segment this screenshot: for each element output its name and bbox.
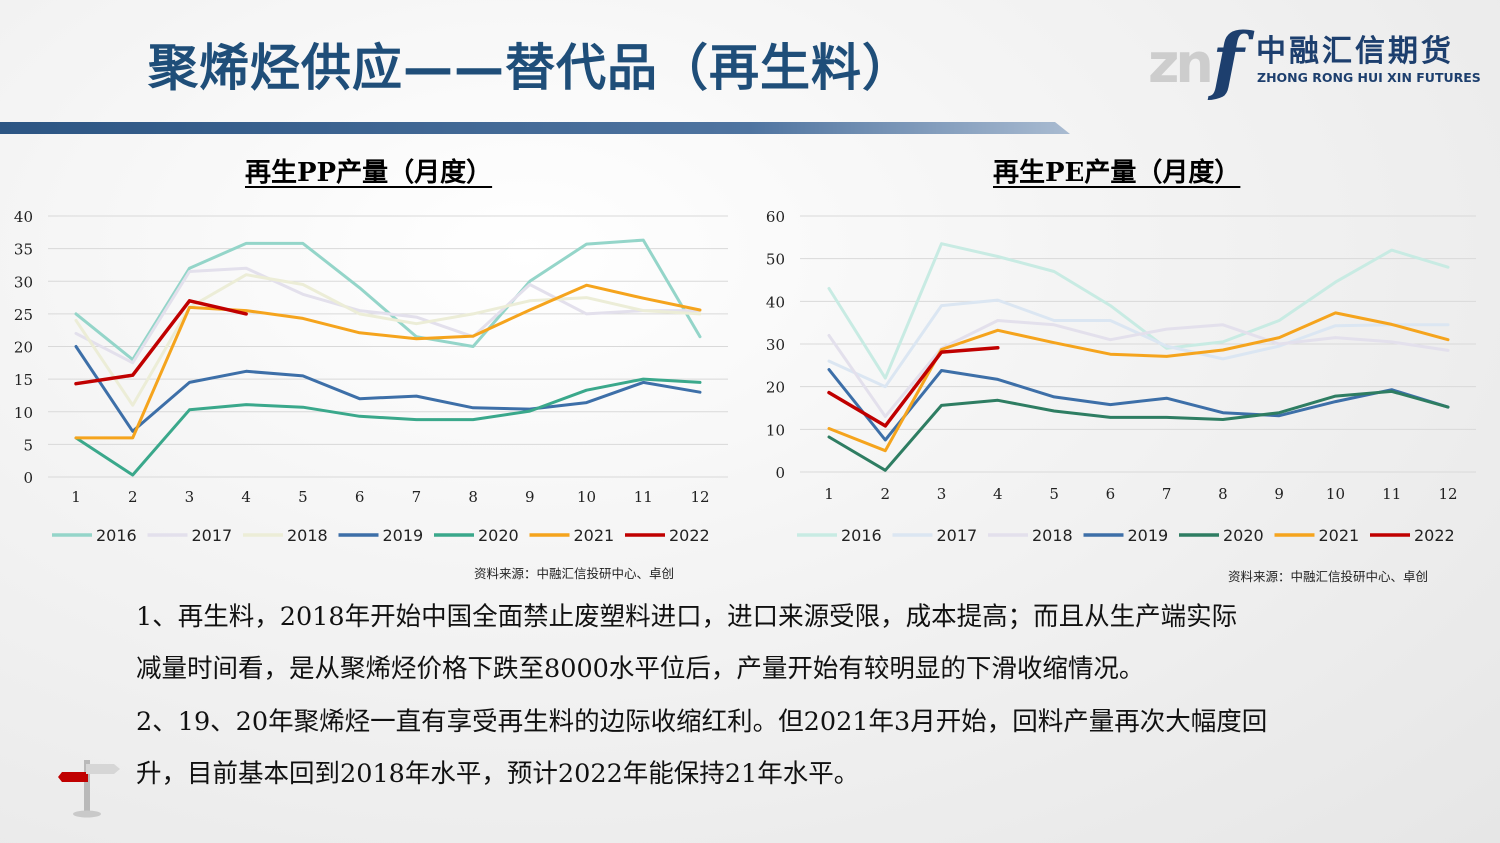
pp-legend-label-2022: 2022: [669, 526, 710, 545]
note-line-2: 减量时间看，是从聚烯烃价格下跌至8000水平位后，产量开始有较明显的下滑收缩情况…: [136, 654, 1145, 684]
pe-x-tick-label: 8: [1218, 485, 1228, 503]
title-divider: [0, 122, 1070, 134]
note-line-3: 2、19、20年聚烯烃一直有享受再生料的边际收缩红利。但2021年3月开始，回料…: [136, 707, 1268, 737]
pe-legend-label-2018: 2018: [1032, 526, 1073, 545]
pp-y-tick-label: 5: [23, 436, 33, 454]
pp-y-tick-label: 30: [14, 273, 33, 291]
pe-x-tick-label: 12: [1438, 485, 1457, 503]
pp-x-tick-label: 6: [355, 488, 365, 506]
pp-legend-label-2018: 2018: [287, 526, 328, 545]
pp-x-tick-label: 9: [525, 488, 535, 506]
pe-y-tick-label: 30: [766, 336, 785, 354]
pe-x-tick-label: 5: [1049, 485, 1059, 503]
pp-x-tick-label: 4: [241, 488, 251, 506]
pe-legend-label-2019: 2019: [1128, 526, 1169, 545]
pe-y-tick-label: 0: [775, 464, 785, 482]
pe-x-tick-label: 10: [1326, 485, 1345, 503]
logo-name-en: ZHONG RONG HUI XIN FUTURES: [1257, 70, 1481, 85]
pp-chart-title: 再生PP产量（月度）: [245, 158, 493, 188]
pe-y-tick-label: 60: [766, 208, 785, 226]
note-line-4: 升，目前基本回到2018年水平，预计2022年能保持21年水平。: [136, 759, 860, 789]
note-line-1: 1、再生料，2018年开始中国全面禁止废塑料进口，进口来源受限，成本提高；而且从…: [136, 602, 1238, 632]
pe-x-tick-label: 9: [1274, 485, 1284, 503]
pe-series-2022: [827, 346, 1000, 428]
pe-x-tick-label: 11: [1382, 485, 1401, 503]
pp-series-2019: [74, 345, 702, 433]
pe-y-tick-label: 10: [766, 421, 785, 439]
pe-source-note: 资料来源：中融汇信投研中心、卓创: [1228, 569, 1429, 584]
pp-y-tick-label: 15: [14, 371, 33, 389]
pp-legend-label-2019: 2019: [383, 526, 424, 545]
pp-y-tick-label: 40: [14, 208, 33, 226]
pp-y-tick-label: 20: [14, 339, 33, 357]
pe-legend-label-2020: 2020: [1223, 526, 1264, 545]
pe-series-2018: [827, 319, 1450, 418]
logo-name-cn: 中融汇信期货: [1256, 34, 1454, 69]
signpost-icon: [58, 760, 120, 818]
pp-y-tick-label: 0: [23, 469, 33, 487]
pp-x-tick-label: 8: [468, 488, 478, 506]
pe-x-tick-label: 2: [880, 485, 890, 503]
pp-legend-label-2020: 2020: [478, 526, 519, 545]
pe-x-tick-label: 4: [993, 485, 1003, 503]
pe-series-2020: [827, 389, 1450, 472]
pp-series-2021: [74, 283, 702, 440]
pp-y-tick-label: 35: [14, 241, 33, 259]
pe-legend-label-2021: 2021: [1319, 526, 1360, 545]
pp-series-2020: [74, 377, 702, 477]
pe-y-tick-label: 20: [766, 379, 785, 397]
pe-series-2016: [827, 242, 1450, 380]
pp-legend-label-2017: 2017: [192, 526, 233, 545]
slide-title: 聚烯烃供应——替代品（再生料）: [148, 39, 913, 97]
pp-legend-label-2016: 2016: [96, 526, 137, 545]
pp-x-tick-label: 1: [71, 488, 81, 506]
pp-x-tick-label: 2: [128, 488, 138, 506]
pe-legend-label-2017: 2017: [937, 526, 978, 545]
pe-series-2019: [827, 368, 1450, 442]
pp-y-tick-label: 25: [14, 306, 33, 324]
pe-chart-title: 再生PE产量（月度）: [993, 158, 1241, 188]
pe-legend-label-2016: 2016: [841, 526, 882, 545]
pp-x-tick-label: 3: [185, 488, 195, 506]
pp-legend-label-2021: 2021: [574, 526, 615, 545]
pe-legend-label-2022: 2022: [1414, 526, 1455, 545]
pp-series-2022: [74, 299, 248, 386]
pp-series-2018: [74, 273, 702, 407]
pp-x-tick-label: 10: [577, 488, 596, 506]
pp-y-tick-label: 10: [14, 404, 33, 422]
pp-x-tick-label: 12: [690, 488, 709, 506]
pe-x-tick-label: 3: [937, 485, 947, 503]
pe-x-tick-label: 1: [824, 485, 834, 503]
pe-y-tick-label: 40: [766, 293, 785, 311]
pp-x-tick-label: 11: [634, 488, 653, 506]
pp-x-tick-label: 5: [298, 488, 308, 506]
pe-x-tick-label: 6: [1106, 485, 1116, 503]
logo-mark-letters: zn: [1148, 32, 1214, 95]
pe-y-tick-label: 50: [766, 251, 785, 269]
pp-source-note: 资料来源：中融汇信投研中心、卓创: [474, 566, 675, 581]
company-logo: zn f 中融汇信期货 ZHONG RONG HUI XIN FUTURES: [1148, 18, 1481, 104]
pe-x-tick-label: 7: [1162, 485, 1172, 503]
pp-x-tick-label: 7: [412, 488, 422, 506]
logo-mark-f: f: [1212, 18, 1244, 104]
pp-series-2017: [74, 266, 702, 365]
pp-series-2016: [74, 238, 702, 362]
